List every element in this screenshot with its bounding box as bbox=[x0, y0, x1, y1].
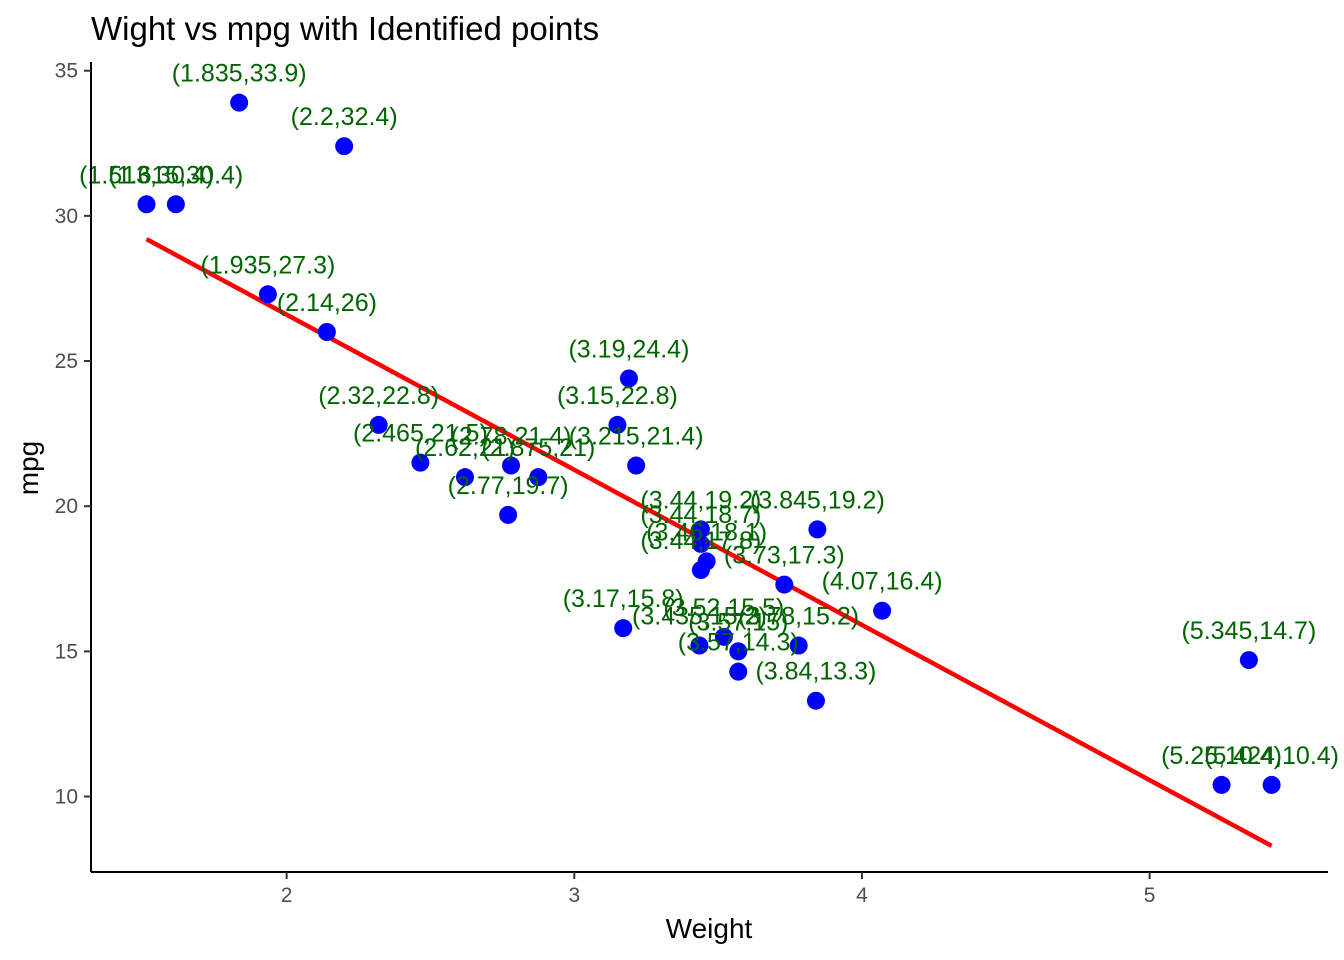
axes: 2 3 4 5 10 15 20 25 30 35 bbox=[55, 60, 1328, 907]
data-point bbox=[691, 561, 710, 580]
point-label: (2.78,21.4) bbox=[451, 423, 572, 451]
point-label: (1.835,33.9) bbox=[172, 60, 307, 88]
point-label: (2.875,21) bbox=[481, 434, 595, 462]
point-label: (2.2,32.4) bbox=[291, 103, 398, 131]
point-label: (2.32,22.8) bbox=[318, 382, 439, 410]
y-tick-label: 25 bbox=[55, 350, 78, 373]
point-label: (3.57,15) bbox=[688, 608, 788, 636]
x-axis-title: Weight bbox=[666, 913, 753, 944]
data-point bbox=[502, 456, 521, 475]
data-point bbox=[808, 520, 827, 539]
point-label: (1.935,27.3) bbox=[201, 251, 336, 279]
point-label: (1.513,30.4) bbox=[79, 161, 214, 189]
point-label: (5.345,14.7) bbox=[1181, 617, 1316, 645]
data-point bbox=[608, 415, 627, 434]
point-label: (3.435,15.2) bbox=[632, 603, 767, 631]
point-label: (3.215,21.4) bbox=[569, 423, 704, 451]
x-tick-label: 5 bbox=[1144, 884, 1156, 907]
data-point bbox=[529, 468, 548, 487]
plot-area: (2.62,21)(2.875,21) (2.32,22.8) (3.215,21.… bbox=[79, 60, 1339, 848]
point-label: (3.78,15.2) bbox=[738, 603, 859, 631]
y-tick-label: 35 bbox=[55, 60, 78, 83]
data-point bbox=[166, 195, 185, 214]
data-point bbox=[335, 137, 354, 156]
data-point bbox=[1212, 775, 1231, 794]
y-axis-title: mpg bbox=[13, 441, 44, 495]
point-label: (3.73,17.3) bbox=[724, 542, 845, 570]
y-tick-label: 10 bbox=[55, 786, 78, 809]
point-label: (3.52,15.5) bbox=[663, 594, 784, 622]
data-point bbox=[627, 456, 646, 475]
x-axis-ticks: 2 3 4 5 bbox=[281, 872, 1156, 907]
point-label: (4.07,16.4) bbox=[822, 568, 943, 596]
x-tick-label: 2 bbox=[281, 884, 293, 907]
data-point bbox=[369, 415, 388, 434]
data-point bbox=[619, 369, 638, 388]
point-label: (3.44,18.7) bbox=[640, 501, 761, 529]
data-point bbox=[691, 520, 710, 539]
data-point bbox=[729, 642, 748, 661]
point-label: (3.44,17.8) bbox=[640, 527, 761, 555]
data-point bbox=[137, 195, 156, 214]
point-label: (3.46,18.1) bbox=[646, 518, 767, 546]
data-point bbox=[691, 534, 710, 553]
point-label: (2.14,26) bbox=[277, 289, 377, 317]
point-label: (5.424,10.4) bbox=[1204, 742, 1339, 770]
point-label: (3.845,19.2) bbox=[750, 486, 885, 514]
data-point bbox=[1262, 775, 1281, 794]
point-label: (3.84,13.3) bbox=[755, 658, 876, 686]
point-label: (5.25,10.4) bbox=[1161, 742, 1282, 770]
y-tick-label: 30 bbox=[55, 205, 78, 228]
data-point bbox=[1239, 651, 1258, 670]
y-tick-label: 15 bbox=[55, 640, 78, 663]
data-point bbox=[499, 505, 518, 524]
data-point bbox=[789, 636, 808, 655]
data-point bbox=[455, 468, 474, 487]
point-label: (2.77,19.7) bbox=[448, 472, 569, 500]
data-point bbox=[411, 453, 430, 472]
data-point bbox=[873, 601, 892, 620]
x-tick-label: 4 bbox=[856, 884, 868, 907]
point-label: (1.615,30.4) bbox=[108, 161, 243, 189]
point-label: (2.465,21.5) bbox=[353, 420, 488, 448]
y-axis-ticks: 10 15 20 25 30 35 bbox=[55, 60, 91, 809]
chart-title: Wight vs mpg with Identified points bbox=[91, 10, 599, 47]
y-tick-label: 20 bbox=[55, 495, 78, 518]
point-label: (3.57,14.3) bbox=[678, 629, 799, 657]
data-point bbox=[230, 93, 249, 112]
data-point bbox=[729, 662, 748, 681]
x-tick-label: 3 bbox=[568, 884, 580, 907]
data-point bbox=[806, 691, 825, 710]
data-point bbox=[258, 285, 277, 304]
point-label: (3.19,24.4) bbox=[568, 335, 689, 363]
point-label: (3.17,15.8) bbox=[563, 585, 684, 613]
data-point bbox=[690, 636, 709, 655]
point-label: (3.15,22.8) bbox=[557, 382, 678, 410]
point-label: (2.62,21) bbox=[415, 434, 515, 462]
data-point bbox=[614, 619, 633, 638]
point-label: (3.44,19.2) bbox=[640, 486, 761, 514]
data-point bbox=[714, 627, 733, 646]
data-point bbox=[775, 575, 794, 594]
data-point bbox=[317, 323, 336, 341]
